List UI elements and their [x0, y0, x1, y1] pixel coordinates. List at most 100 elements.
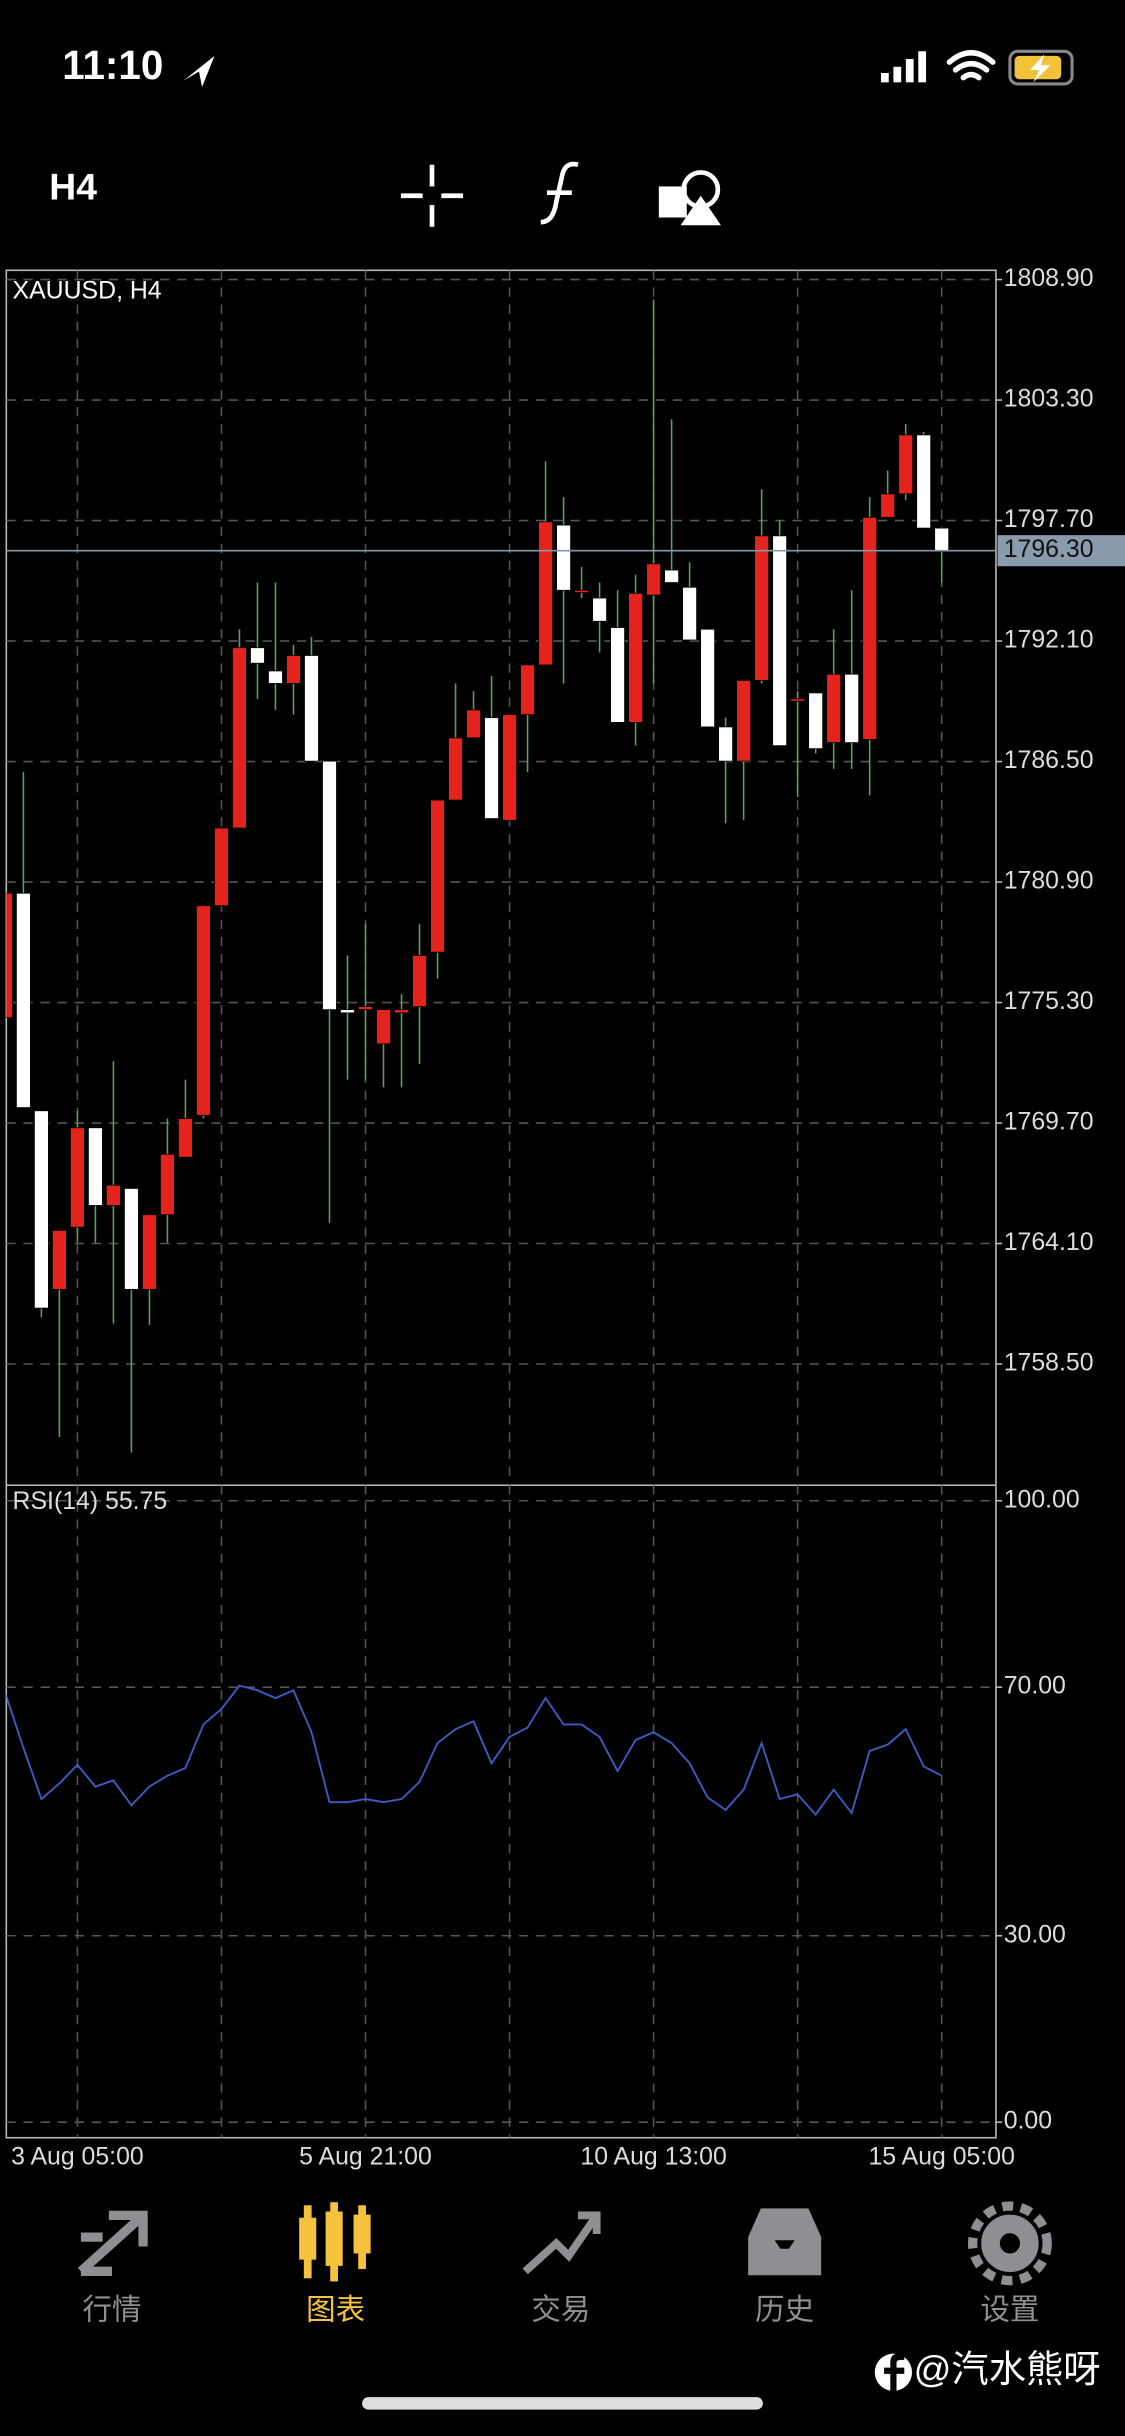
charging-bolt [1030, 54, 1051, 83]
candle-body [538, 521, 553, 666]
y-tick-label: 1764.10 [1004, 1229, 1094, 1256]
tab-icon-part [522, 2211, 601, 2275]
candle-body [898, 434, 914, 495]
candle-body [196, 905, 211, 1116]
tab-history[interactable] [748, 2208, 822, 2276]
chart-title: XAUUSD, H4 [13, 278, 162, 305]
tab-icon-part [998, 2231, 1022, 2256]
candle-body [700, 628, 715, 728]
tab-label: 交易 [531, 2294, 590, 2327]
candle-body [52, 1230, 67, 1290]
candle-body [232, 647, 247, 829]
tab-chart[interactable] [299, 2202, 371, 2282]
tab-icon-part [748, 2208, 822, 2276]
candle-body [520, 664, 535, 716]
y-tick-label: 70.00 [1004, 1673, 1066, 1700]
tab-quotes[interactable] [77, 2210, 148, 2276]
tab-label: 图表 [306, 2294, 365, 2327]
chart-frame [5, 269, 997, 2139]
current-price-box [997, 535, 1125, 567]
candle-body [592, 597, 607, 622]
candle-body [448, 737, 463, 801]
candle-body [358, 1006, 373, 1011]
tab-trade[interactable] [522, 2211, 601, 2275]
candle-body [430, 799, 445, 953]
candle-body [34, 1110, 49, 1309]
y-tick-label: 0.00 [1004, 2108, 1052, 2135]
candle-body [790, 698, 806, 702]
tab-icon-part [303, 2205, 312, 2279]
candle-body [826, 673, 842, 744]
candle-body [772, 535, 788, 747]
tab-icon-part [77, 2210, 148, 2276]
crosshair-button[interactable] [400, 164, 464, 227]
current-price-label: 1796.30 [1004, 536, 1094, 563]
candle-body [106, 1184, 121, 1206]
battery-icon [1008, 49, 1074, 86]
candle-body [880, 493, 896, 518]
candle-body [88, 1127, 103, 1206]
candle-body [394, 1009, 409, 1014]
watermark-logo [874, 2353, 913, 2391]
y-tick-label: 1758.50 [1004, 1350, 1094, 1377]
candle-body [70, 1127, 85, 1228]
objects-button[interactable] [658, 170, 721, 226]
candle-body [736, 680, 752, 762]
tab-settings[interactable] [967, 2201, 1052, 2286]
signal-icon [880, 51, 927, 83]
candle-body [286, 655, 301, 684]
tab-label: 行情 [82, 2294, 141, 2327]
timeframe-button[interactable]: H4 [49, 165, 97, 207]
location-icon [183, 55, 215, 87]
candle-body [916, 434, 932, 529]
candle-body [718, 726, 734, 762]
candle-body [574, 589, 589, 593]
candle-body [934, 527, 950, 552]
tab-label: 历史 [755, 2294, 814, 2327]
candle-body [502, 714, 517, 821]
y-tick-label: 1797.70 [1004, 506, 1094, 533]
rsi-line [6, 1684, 943, 1817]
candle-body [160, 1153, 175, 1216]
candle-body [178, 1118, 193, 1158]
candle-body [466, 709, 481, 739]
candle-body [556, 524, 571, 591]
candle-body [862, 516, 878, 740]
candle-body [268, 670, 283, 684]
candle-body [754, 535, 770, 681]
indicators-button[interactable] [540, 161, 579, 225]
candle-body [484, 717, 499, 819]
candle-body [682, 586, 697, 641]
candle-body [844, 673, 860, 744]
x-tick-label: 10 Aug 13:00 [580, 2143, 726, 2170]
tab-icon-part [330, 2202, 339, 2282]
candle-body [664, 569, 679, 583]
candle-body [322, 760, 337, 1011]
tab-icon-part [358, 2205, 366, 2269]
y-tick-label: 1769.70 [1004, 1109, 1094, 1136]
candle-body [340, 1009, 355, 1014]
tab-icon-part [967, 2201, 1052, 2286]
candle-body [628, 592, 643, 723]
y-tick-label: 30.00 [1004, 1921, 1066, 1948]
candle-body [610, 627, 625, 723]
candle-body [16, 892, 31, 1108]
candle-body [376, 1009, 391, 1045]
plot-area [6, 270, 996, 2138]
y-tick-label: 100.00 [1004, 1486, 1080, 1513]
status-time: 11:10 [62, 42, 163, 88]
home-indicator [362, 2397, 763, 2410]
candle-body [214, 827, 229, 907]
y-tick-label: 1792.10 [1004, 627, 1094, 654]
candle-body [124, 1188, 139, 1290]
y-tick-label: 1808.90 [1004, 265, 1094, 292]
tab-label: 设置 [980, 2294, 1039, 2327]
candle-body [304, 655, 319, 762]
y-tick-label: 1775.30 [1004, 988, 1094, 1015]
x-tick-label: 5 Aug 21:00 [299, 2143, 432, 2170]
candle-body [646, 563, 661, 596]
watermark: @汽水熊呀 [914, 2348, 1101, 2390]
